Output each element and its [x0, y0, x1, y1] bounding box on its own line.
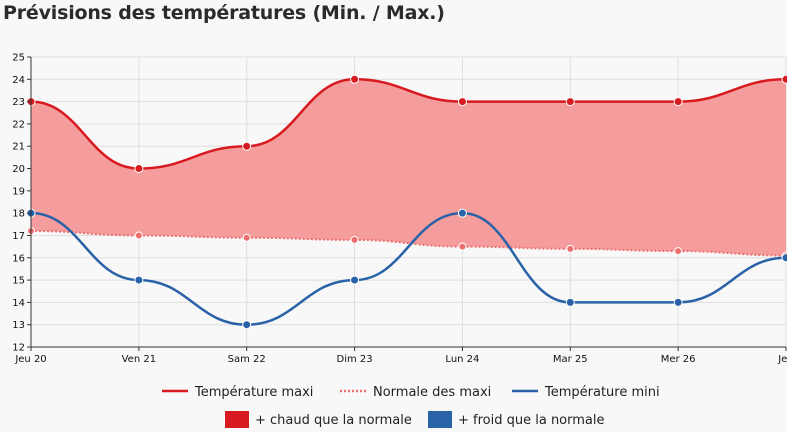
y-tick-label: 13: [12, 320, 25, 331]
series-points: [26, 74, 787, 330]
legend-max-label: Température maxi: [194, 385, 313, 400]
y-tick-label: 21: [12, 142, 25, 153]
x-tick-label: Ven 21: [122, 354, 156, 365]
warm-area-layer: [31, 79, 786, 256]
x-tick-label: Mer 26: [661, 354, 696, 365]
max-point: [457, 97, 467, 107]
y-tick-label: 24: [12, 75, 25, 86]
min-point: [673, 297, 683, 307]
legend-normal-label: Normale des maxi: [373, 385, 491, 400]
y-tick-label: 19: [12, 186, 25, 197]
x-tick-label: Jeu: [777, 354, 787, 365]
y-tick-label: 14: [12, 298, 25, 309]
min-point: [350, 275, 360, 285]
y-tick-label: 16: [12, 253, 25, 264]
y-tick-label: 12: [12, 343, 25, 354]
legend-warm-label: + chaud que la normale: [255, 413, 412, 428]
min-point: [457, 208, 467, 218]
min-point: [781, 253, 787, 263]
min-point: [134, 275, 144, 285]
y-tick-label: 15: [12, 276, 25, 287]
max-point: [565, 97, 575, 107]
min-point: [242, 320, 252, 330]
min-point: [565, 297, 575, 307]
y-tick-label: 17: [12, 231, 25, 242]
warm-area: [31, 79, 786, 256]
legend: Température maxi Normale des maxi Températ…: [162, 385, 660, 428]
axes: 12 13 14 15 16 17 18 19 20 21 22 23 24 25 Jeu 20 Ven 21…: [12, 53, 787, 366]
y-tick-label: 25: [12, 53, 25, 64]
normal-point: [242, 233, 251, 242]
legend-min-label: Température mini: [544, 385, 660, 400]
max-point: [673, 97, 683, 107]
normal-point: [458, 242, 467, 251]
series-line-normal: [30, 230, 787, 257]
normal-point: [674, 247, 683, 256]
x-tick-label: Mar 25: [553, 354, 588, 365]
normal-point: [566, 244, 575, 253]
x-tick-label: Lun 24: [445, 354, 479, 365]
y-tick-label: 23: [12, 97, 25, 108]
legend-cold-label: + froid que la normale: [458, 413, 605, 428]
normal-point: [134, 231, 143, 240]
x-tick-label: Sam 22: [228, 354, 266, 365]
legend-cold-swatch: [428, 411, 452, 428]
y-tick-label: 22: [12, 119, 25, 130]
max-point: [134, 164, 144, 174]
max-point: [781, 74, 787, 84]
series-line-min: [30, 211, 787, 326]
max-point: [242, 141, 252, 151]
y-tick-label: 18: [12, 209, 25, 220]
max-point: [350, 74, 360, 84]
legend-warm-swatch: [225, 411, 249, 428]
x-tick-label: Dim 23: [337, 354, 373, 365]
chart-title: Prévisions des températures (Min. / Max.…: [3, 2, 445, 24]
normal-point: [350, 235, 359, 244]
x-tick-label: Jeu 20: [14, 354, 46, 365]
y-tick-label: 20: [12, 164, 25, 175]
